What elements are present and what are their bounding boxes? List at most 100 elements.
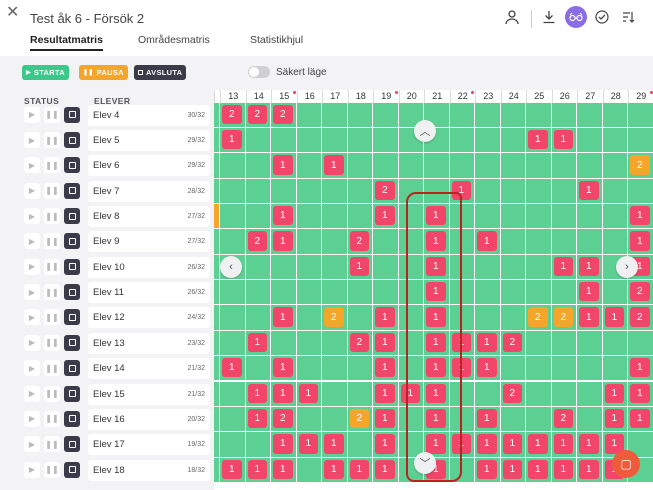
- matrix-cell[interactable]: 1: [271, 381, 297, 407]
- matrix-cell[interactable]: 1: [424, 305, 450, 331]
- matrix-cell[interactable]: [398, 406, 424, 433]
- matrix-cell[interactable]: [551, 356, 577, 382]
- matrix-cell[interactable]: 1: [322, 457, 348, 483]
- matrix-cell[interactable]: 1: [577, 178, 603, 205]
- sort-icon[interactable]: [617, 6, 639, 28]
- tab-omradesmatris[interactable]: Områdesmatris: [138, 34, 210, 46]
- stop-button[interactable]: [64, 436, 80, 453]
- matrix-cell[interactable]: 1: [322, 432, 348, 458]
- matrix-cell[interactable]: 1: [271, 153, 297, 179]
- matrix-cell[interactable]: 1: [245, 330, 271, 357]
- matrix-cell[interactable]: [214, 406, 220, 433]
- student-name-card[interactable]: Elev 18 18/32: [88, 459, 210, 481]
- matrix-cell[interactable]: [577, 330, 603, 357]
- matrix-cell[interactable]: 1: [551, 432, 577, 458]
- pause-button[interactable]: ❚❚: [44, 461, 60, 478]
- matrix-cell[interactable]: 1: [245, 457, 271, 483]
- matrix-cell[interactable]: [449, 280, 475, 306]
- stop-button[interactable]: [64, 157, 80, 174]
- matrix-cell[interactable]: 1: [628, 204, 653, 230]
- play-button[interactable]: ▶: [24, 106, 40, 123]
- matrix-cell[interactable]: [245, 204, 271, 230]
- matrix-cell[interactable]: [214, 178, 220, 205]
- matrix-cell[interactable]: 1: [424, 204, 450, 230]
- matrix-cell[interactable]: 1: [322, 153, 348, 179]
- pause-button[interactable]: ❚❚: [44, 410, 60, 427]
- matrix-cell[interactable]: [475, 178, 501, 205]
- matrix-cell[interactable]: [500, 153, 526, 179]
- matrix-cell[interactable]: 1: [449, 330, 475, 357]
- student-name-card[interactable]: Elev 16 20/32: [88, 408, 210, 430]
- matrix-cell[interactable]: [245, 432, 271, 458]
- scroll-left-button[interactable]: ‹: [220, 256, 242, 278]
- matrix-cell[interactable]: [296, 102, 322, 128]
- matrix-cell[interactable]: [526, 102, 552, 128]
- matrix-cell[interactable]: [347, 381, 373, 407]
- tab-statistikhjul[interactable]: Statistikhjul: [250, 34, 304, 46]
- matrix-cell[interactable]: [602, 102, 628, 128]
- matrix-cell[interactable]: 1: [220, 128, 246, 154]
- matrix-cell[interactable]: [296, 254, 322, 281]
- matrix-cell[interactable]: [628, 330, 653, 357]
- matrix-cell[interactable]: 1: [373, 432, 399, 458]
- matrix-cell[interactable]: 1: [628, 229, 653, 255]
- matrix-cell[interactable]: [526, 204, 552, 230]
- matrix-cell[interactable]: [577, 204, 603, 230]
- matrix-cell[interactable]: 1: [449, 178, 475, 205]
- matrix-cell[interactable]: [526, 178, 552, 205]
- matrix-cell[interactable]: [398, 204, 424, 230]
- matrix-cell[interactable]: [500, 204, 526, 230]
- stop-button[interactable]: [64, 410, 80, 427]
- matrix-cell[interactable]: 1: [271, 457, 297, 483]
- matrix-cell[interactable]: [271, 254, 297, 281]
- matrix-cell[interactable]: 2: [322, 305, 348, 331]
- matrix-cell[interactable]: [398, 356, 424, 382]
- matrix-cell[interactable]: [526, 153, 552, 179]
- matrix-cell[interactable]: [322, 330, 348, 357]
- matrix-cell[interactable]: [214, 153, 220, 179]
- matrix-cell[interactable]: [602, 153, 628, 179]
- matrix-cell[interactable]: [347, 204, 373, 230]
- matrix-cell[interactable]: [500, 406, 526, 433]
- pause-button[interactable]: ❚❚: [44, 106, 60, 123]
- matrix-cell[interactable]: 1: [424, 280, 450, 306]
- play-button[interactable]: ▶: [24, 208, 40, 225]
- download-icon[interactable]: [538, 6, 560, 28]
- matrix-cell[interactable]: [220, 280, 246, 306]
- matrix-cell[interactable]: 1: [296, 381, 322, 407]
- matrix-cell[interactable]: [475, 280, 501, 306]
- matrix-cell[interactable]: [526, 356, 552, 382]
- pause-button[interactable]: ❚❚: [44, 208, 60, 225]
- matrix-cell[interactable]: [398, 153, 424, 179]
- scroll-down-button[interactable]: ﹀: [414, 452, 436, 474]
- matrix-cell[interactable]: [347, 356, 373, 382]
- matrix-cell[interactable]: [214, 381, 220, 407]
- matrix-cell[interactable]: [245, 254, 271, 281]
- matrix-cell[interactable]: [475, 204, 501, 230]
- matrix-cell[interactable]: [602, 229, 628, 255]
- matrix-cell[interactable]: [577, 356, 603, 382]
- stop-button[interactable]: [64, 106, 80, 123]
- stop-button[interactable]: [64, 233, 80, 250]
- matrix-cell[interactable]: [475, 153, 501, 179]
- matrix-cell[interactable]: [577, 406, 603, 433]
- play-button[interactable]: ▶: [24, 334, 40, 351]
- check-circle-icon[interactable]: [591, 6, 613, 28]
- student-name-card[interactable]: Elev 12 24/32: [88, 307, 210, 329]
- student-name-card[interactable]: Elev 9 27/32: [88, 231, 210, 253]
- pause-button[interactable]: ❚❚: [44, 284, 60, 301]
- matrix-cell[interactable]: 1: [577, 305, 603, 331]
- matrix-cell[interactable]: 1: [373, 406, 399, 433]
- matrix-cell[interactable]: [500, 254, 526, 281]
- matrix-cell[interactable]: 1: [628, 406, 653, 433]
- student-name-card[interactable]: Elev 5 29/32: [88, 130, 210, 151]
- matrix-cell[interactable]: [449, 305, 475, 331]
- matrix-cell[interactable]: 2: [500, 381, 526, 407]
- matrix-cell[interactable]: [214, 229, 220, 255]
- result-matrix[interactable]: 1367%1463%1542%1679%1771%1883%1938%2079%…: [214, 90, 653, 490]
- play-button[interactable]: ▶: [24, 132, 40, 148]
- matrix-cell[interactable]: [628, 128, 653, 154]
- matrix-cell[interactable]: [220, 204, 246, 230]
- matrix-cell[interactable]: [526, 280, 552, 306]
- matrix-cell[interactable]: 1: [628, 356, 653, 382]
